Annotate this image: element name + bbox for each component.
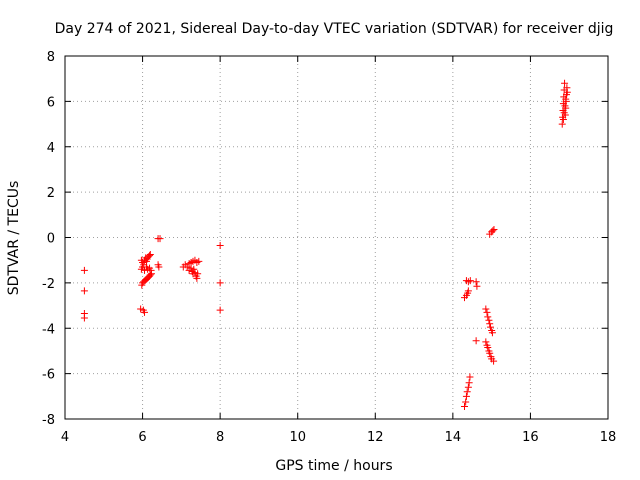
data-point	[80, 314, 88, 322]
x-tick-label: 4	[61, 430, 69, 445]
y-tick-label: 0	[47, 232, 55, 247]
data-point	[486, 320, 494, 328]
data-point	[563, 88, 571, 96]
data-point	[190, 265, 198, 273]
data-point	[146, 251, 154, 259]
data-point	[559, 116, 567, 124]
data-point	[195, 257, 203, 265]
data-point	[463, 388, 471, 396]
data-point	[482, 338, 490, 346]
y-tick-label: -6	[42, 368, 55, 383]
x-tick-label: 12	[367, 430, 384, 445]
data-point	[483, 308, 491, 316]
data-point	[216, 279, 224, 287]
data-point	[473, 282, 481, 290]
data-point	[488, 329, 496, 337]
data-point	[464, 278, 472, 286]
y-tick-label: -8	[42, 413, 55, 428]
y-tick-label: -4	[42, 322, 55, 337]
x-axis-label: GPS time / hours	[275, 458, 392, 474]
data-point	[147, 270, 155, 278]
data-point	[561, 79, 569, 87]
data-point	[486, 349, 494, 357]
data-points	[80, 79, 571, 411]
y-axis-label: SDTVAR / TECUs	[6, 181, 22, 296]
data-point	[466, 277, 474, 285]
data-point	[156, 235, 164, 243]
y-tick-label: 6	[47, 95, 55, 110]
data-point	[485, 316, 493, 324]
x-tick-label: 8	[216, 430, 224, 445]
plot-frame	[64, 55, 609, 420]
data-point	[146, 252, 154, 260]
data-point	[465, 379, 473, 387]
data-point	[216, 241, 224, 249]
data-point	[464, 287, 472, 295]
data-point	[561, 102, 569, 110]
data-point	[490, 357, 498, 365]
data-point	[466, 373, 474, 381]
axis-ticks: 4 6 8 10 12 14 16 18 -8 -6 -4 -2 0 2 4 6 8	[42, 50, 616, 445]
data-point	[472, 337, 480, 345]
data-point	[464, 383, 472, 391]
data-point	[146, 271, 154, 279]
data-point	[194, 270, 202, 278]
data-point	[562, 95, 570, 103]
data-point	[489, 227, 497, 235]
data-point	[80, 287, 88, 295]
data-point	[155, 263, 163, 271]
chart-title: Day 274 of 2021, Sidereal Day-to-day VTE…	[55, 21, 614, 37]
data-point	[141, 308, 149, 316]
data-point	[216, 306, 224, 314]
x-tick-label: 10	[289, 430, 306, 445]
grid	[65, 56, 608, 419]
y-tick-label: 2	[47, 186, 55, 201]
x-tick-label: 6	[138, 430, 146, 445]
data-point	[472, 278, 480, 286]
x-tick-label: 18	[600, 430, 617, 445]
data-point	[80, 266, 88, 274]
y-tick-label: 4	[47, 141, 55, 156]
y-tick-label: 8	[47, 50, 55, 65]
data-point	[484, 344, 492, 352]
data-point	[462, 398, 470, 406]
data-point	[193, 274, 201, 282]
data-point	[484, 313, 492, 321]
y-tick-label: -2	[42, 277, 55, 292]
data-point	[560, 109, 568, 117]
x-tick-label: 16	[522, 430, 539, 445]
data-point	[460, 403, 468, 411]
data-point	[482, 305, 490, 313]
x-tick-label: 14	[445, 430, 462, 445]
data-point	[490, 226, 498, 234]
data-point	[558, 120, 566, 128]
data-point	[486, 323, 494, 331]
data-point	[462, 392, 470, 400]
